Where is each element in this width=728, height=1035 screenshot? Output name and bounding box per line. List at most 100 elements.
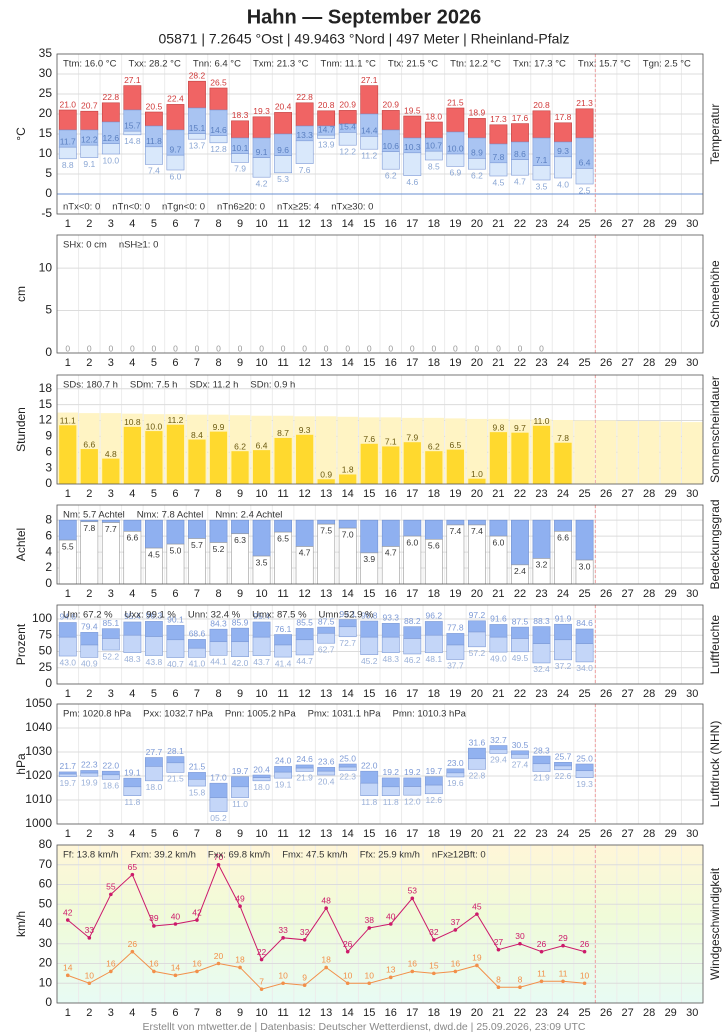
bar [532, 425, 551, 484]
data-label: 9.6 [277, 145, 289, 155]
bar [403, 442, 421, 484]
range-segment [489, 624, 508, 638]
y-tick-label: 10 [39, 260, 53, 274]
x-tick-label: 12 [299, 488, 311, 500]
x-tick-label: 26 [600, 488, 612, 500]
range-segment [575, 108, 594, 139]
y-tick-label: 0 [45, 576, 52, 590]
x-tick-label: 26 [600, 828, 612, 840]
x-tick-label: 1 [65, 218, 71, 230]
bar [660, 421, 681, 484]
plot-frame [56, 703, 704, 825]
x-tick-label: 7 [194, 1007, 200, 1019]
data-label: 0 [152, 343, 157, 353]
y-tick-label: 5 [45, 303, 52, 317]
range-segment [274, 644, 293, 658]
x-tick-label: 1 [65, 488, 71, 500]
y-tick-label: 80 [39, 837, 53, 851]
x-tick-label: 27 [622, 488, 634, 500]
range-segment [231, 786, 249, 798]
bar [209, 431, 228, 484]
data-label: 6.5 [449, 440, 461, 450]
wind-point [259, 987, 264, 991]
y-tick-label: 4 [45, 544, 52, 558]
data-label: 14.6 [210, 125, 227, 135]
stat-text: Nmn: 2.4 Achtel [215, 510, 282, 521]
y-tick-label: 100 [32, 611, 52, 625]
data-label: 10.0 [447, 143, 464, 153]
data-label: 79.4 [81, 622, 98, 632]
data-label: 0 [87, 343, 92, 353]
x-tick-label: 2 [86, 488, 92, 500]
wind-point [410, 896, 415, 901]
x-tick-label: 29 [665, 218, 677, 230]
data-label: 19.3 [253, 106, 270, 116]
x-tick-label: 20 [471, 357, 483, 369]
wind-point [453, 928, 458, 932]
data-label: 91.6 [490, 614, 507, 624]
data-label: 30.5 [512, 740, 529, 750]
data-label: 21.0 [59, 99, 76, 109]
range-segment [80, 632, 99, 646]
data-label: 26 [580, 939, 590, 949]
x-tick-label: 19 [449, 688, 461, 700]
x-tick-label: 14 [342, 1007, 354, 1019]
data-label: 41.0 [189, 659, 206, 669]
wind-point [432, 971, 436, 976]
data-label: 16 [192, 959, 202, 969]
data-label: 29 [558, 933, 568, 943]
x-tick-label: 12 [299, 828, 311, 840]
data-label: 0 [453, 343, 458, 353]
x-tick-label: 22 [514, 688, 526, 700]
data-label: 22.4 [167, 94, 184, 104]
data-label: 6.9 [449, 168, 461, 178]
data-label: 7.9 [234, 164, 246, 174]
x-tick-label: 30 [686, 588, 698, 600]
x-tick-label: 20 [471, 488, 483, 500]
data-label: 31.6 [469, 737, 486, 747]
x-tick-label: 11 [277, 488, 288, 500]
x-tick-label: 21 [492, 218, 504, 230]
range-segment [252, 621, 271, 638]
data-label: 19.2 [404, 767, 421, 777]
data-label: 9.1 [83, 159, 95, 169]
x-tick-label: 21 [492, 688, 504, 700]
x-tick-label: 13 [320, 828, 332, 840]
data-label: 32 [300, 927, 310, 937]
data-label: 10 [343, 971, 353, 981]
wind-point [216, 862, 221, 867]
data-label: 28.3 [533, 745, 550, 755]
y-tick-label: 60 [39, 877, 53, 891]
clear-sky [575, 519, 594, 561]
x-tick-label: 8 [215, 688, 221, 700]
data-label: 11.8 [361, 797, 377, 807]
stat-text: Ffx: 25.9 km/h [360, 850, 420, 861]
x-tick-label: 28 [643, 218, 655, 230]
x-tick-label: 23 [535, 688, 547, 700]
bar [468, 478, 486, 484]
panel-title: Luftfeuchte [708, 614, 722, 674]
x-tick-label: 10 [255, 688, 267, 700]
bar [339, 474, 357, 484]
data-label: 25.0 [576, 753, 593, 763]
stat-text: Ttx: 21.5 °C [388, 59, 438, 70]
range-segment [381, 777, 400, 788]
range-segment [144, 111, 163, 127]
range-segment [80, 644, 99, 658]
bar [102, 458, 120, 484]
data-label: 53 [408, 886, 418, 896]
stat-text: Fxm: 39.2 km/h [130, 850, 195, 861]
x-tick-label: 29 [665, 588, 677, 600]
x-tick-label: 2 [86, 357, 92, 369]
stat-text: nTn6≥20: 0 [217, 202, 265, 213]
x-tick-label: 22 [514, 357, 526, 369]
data-label: 18.6 [103, 781, 120, 791]
data-label: 15.8 [189, 787, 206, 797]
data-label: 19.1 [275, 779, 292, 789]
range-segment [123, 85, 142, 111]
range-segment [58, 773, 77, 778]
range-segment [317, 134, 336, 139]
stat-text: Tnn: 6.4 °C [193, 59, 241, 70]
x-tick-label: 21 [492, 357, 504, 369]
